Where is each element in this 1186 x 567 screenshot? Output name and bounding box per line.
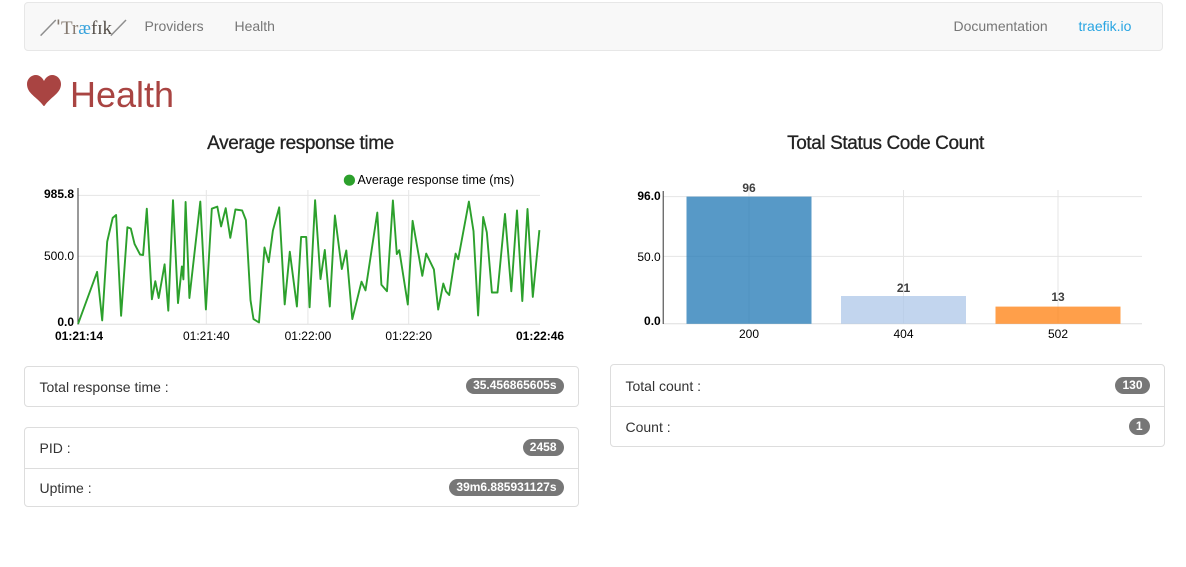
svg-text:Træfɪk: Træfɪk bbox=[61, 18, 113, 39]
